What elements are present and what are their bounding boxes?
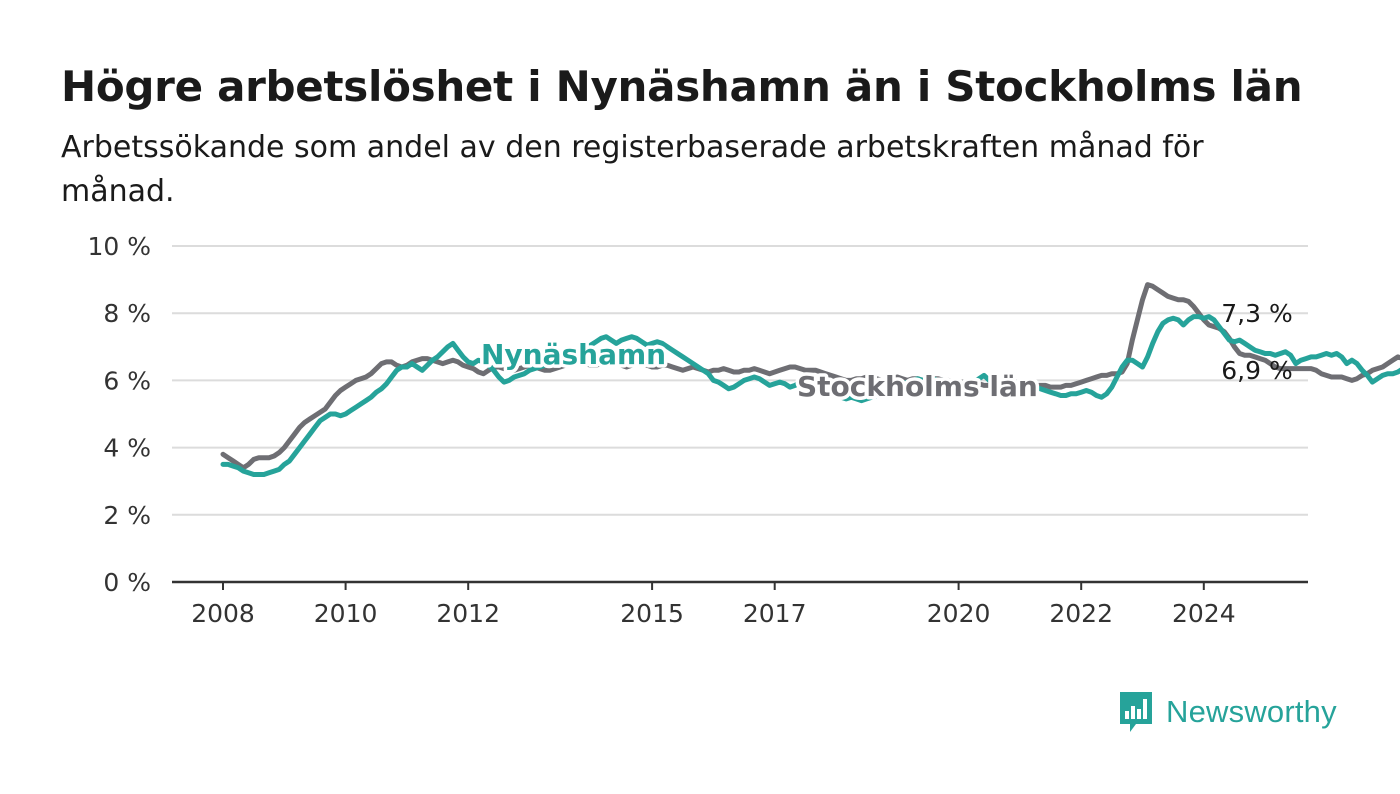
x-tick-label: 2015	[620, 599, 684, 628]
y-tick-label: 2 %	[103, 501, 151, 530]
series-line-nynäshamn	[220, 314, 1400, 477]
y-tick-label: 10 %	[87, 232, 151, 261]
x-tick-label: 2022	[1049, 599, 1113, 628]
y-tick-label: 6 %	[103, 366, 151, 395]
series-name-label: Stockholms län	[797, 370, 1038, 403]
series-labels: 7,3 % 6,9 % Nynäshamn Stockholms län	[478, 299, 1293, 407]
x-tick-label: 2024	[1172, 599, 1236, 628]
y-axis-labels: 0 % 2 % 4 % 6 % 8 % 10 %	[87, 232, 151, 597]
x-tick-label: 2008	[191, 599, 255, 628]
logo-text: Newsworthy	[1166, 694, 1337, 729]
y-tick-label: 0 %	[103, 568, 151, 597]
series-name-label: Nynäshamn	[481, 338, 666, 371]
x-tick-label: 2017	[743, 599, 807, 628]
series-lines	[220, 282, 1400, 477]
newsworthy-bar-chart-icon	[1120, 692, 1152, 732]
x-tick-label: 2012	[436, 599, 500, 628]
newsworthy-logo: Newsworthy	[1118, 690, 1337, 734]
x-axis-labels: 2008 2010 2012 2015 2017 2020 2022 2024	[191, 582, 1236, 628]
x-tick-label: 2010	[314, 599, 378, 628]
x-tick-label: 2020	[927, 599, 991, 628]
end-value-label: 7,3 %	[1221, 299, 1292, 328]
y-tick-label: 4 %	[103, 434, 151, 463]
y-tick-label: 8 %	[103, 299, 151, 328]
chart-subtitle: Arbetssökande som andel av den registerb…	[61, 130, 1204, 209]
end-value-label: 6,9 %	[1221, 356, 1292, 385]
chart-title: Högre arbetslöshet i Nynäshamn än i Stoc…	[61, 62, 1303, 111]
